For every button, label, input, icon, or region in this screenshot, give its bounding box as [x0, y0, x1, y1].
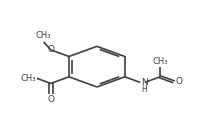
Text: O: O [176, 77, 183, 86]
Text: N: N [141, 78, 148, 87]
Text: H: H [141, 85, 147, 95]
Text: CH₃: CH₃ [36, 31, 51, 40]
Text: CH₃: CH₃ [21, 74, 36, 83]
Text: O: O [47, 45, 54, 54]
Text: CH₃: CH₃ [152, 57, 168, 66]
Text: O: O [47, 95, 54, 104]
